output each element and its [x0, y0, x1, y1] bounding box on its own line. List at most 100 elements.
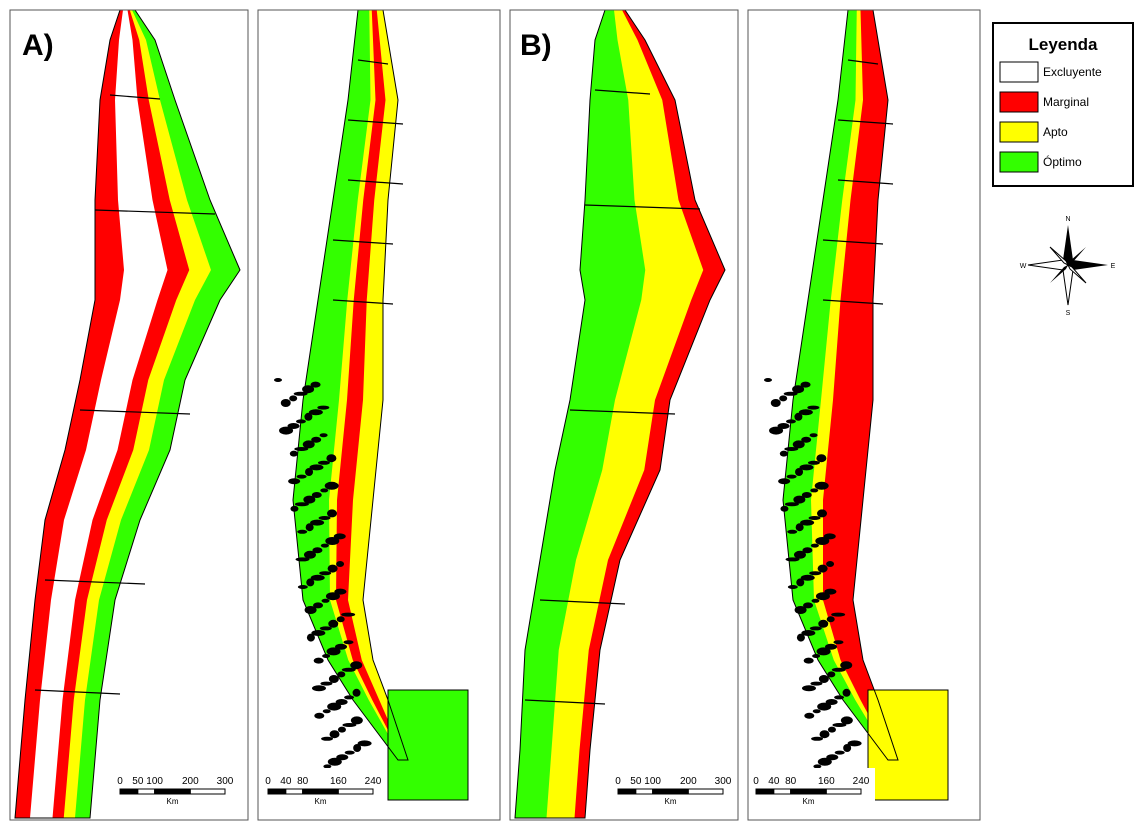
island	[274, 378, 282, 382]
island	[306, 633, 315, 642]
island	[824, 588, 837, 595]
scale-segment	[773, 788, 792, 795]
island	[321, 598, 330, 603]
compass-label: N	[1065, 216, 1070, 223]
island	[357, 740, 372, 747]
island	[817, 509, 828, 518]
island	[792, 385, 805, 394]
island	[793, 550, 806, 559]
island	[813, 764, 822, 769]
island	[353, 744, 362, 752]
compass-label: E	[1111, 263, 1116, 270]
island	[313, 602, 324, 609]
island	[336, 561, 345, 567]
island	[799, 464, 814, 471]
island	[810, 543, 819, 548]
panel-label: B)	[520, 29, 552, 62]
legend-label: Apto	[1043, 125, 1068, 139]
island	[303, 550, 316, 559]
island	[777, 423, 790, 429]
island	[779, 450, 788, 457]
island	[807, 405, 820, 410]
region-border	[44, 579, 146, 585]
island	[322, 709, 331, 714]
island	[815, 592, 830, 601]
scale-tick-label: 100	[146, 776, 163, 787]
scale-segment	[825, 788, 862, 795]
island	[801, 630, 816, 636]
island	[795, 468, 804, 476]
island	[335, 699, 348, 705]
maps	[14, 9, 949, 819]
island	[319, 433, 328, 438]
scale-bar-white	[266, 768, 387, 808]
island	[336, 616, 345, 623]
island	[779, 395, 788, 402]
island	[344, 695, 355, 700]
island	[800, 574, 815, 581]
scale-segment	[285, 788, 304, 795]
scale-tick-label: 100	[644, 776, 661, 787]
scale-bar-white	[616, 768, 737, 808]
island	[826, 754, 839, 761]
scale-segment	[635, 788, 654, 795]
island	[784, 502, 799, 507]
island	[847, 740, 862, 747]
region	[823, 10, 898, 760]
island	[287, 423, 300, 429]
island	[834, 750, 845, 755]
scale-tick-label: 240	[365, 776, 382, 787]
region-border	[34, 689, 121, 695]
scale-tick-label: 240	[853, 776, 870, 787]
island	[319, 571, 332, 576]
island	[323, 764, 332, 769]
island	[350, 661, 363, 670]
island	[308, 409, 323, 416]
island	[279, 426, 294, 435]
scale-segment	[652, 788, 689, 795]
island	[840, 661, 853, 670]
island	[319, 626, 332, 631]
island	[324, 481, 339, 490]
panel-frame	[747, 9, 981, 821]
island	[344, 750, 355, 755]
island	[328, 675, 339, 683]
island	[322, 654, 331, 658]
region-border	[837, 179, 894, 185]
island	[807, 460, 820, 465]
island	[306, 578, 315, 587]
island	[317, 405, 330, 410]
compass-label: W	[1020, 263, 1027, 270]
scale-unit: Km	[167, 797, 179, 806]
island	[827, 671, 836, 678]
island	[318, 516, 331, 520]
island	[294, 502, 309, 507]
island	[784, 447, 799, 451]
scale-bar: 0 50 100 200 300 Km	[117, 768, 239, 808]
island	[811, 598, 820, 603]
island	[305, 468, 314, 476]
island	[328, 619, 339, 628]
island	[798, 409, 813, 416]
region-border	[94, 209, 216, 215]
scale-segment	[790, 788, 827, 795]
scale-segment	[687, 788, 724, 795]
panel-label: A)	[22, 29, 54, 62]
island	[800, 519, 815, 526]
island	[826, 616, 835, 623]
island	[801, 685, 816, 692]
island	[787, 585, 798, 589]
island	[809, 433, 818, 438]
panel-frame	[509, 9, 739, 821]
island	[337, 671, 346, 678]
island	[321, 736, 334, 741]
island	[329, 730, 340, 739]
island	[769, 426, 784, 435]
region-border	[594, 89, 651, 95]
region	[336, 10, 406, 760]
island	[311, 685, 326, 692]
island	[326, 454, 337, 463]
island	[764, 378, 772, 382]
island	[289, 395, 298, 402]
